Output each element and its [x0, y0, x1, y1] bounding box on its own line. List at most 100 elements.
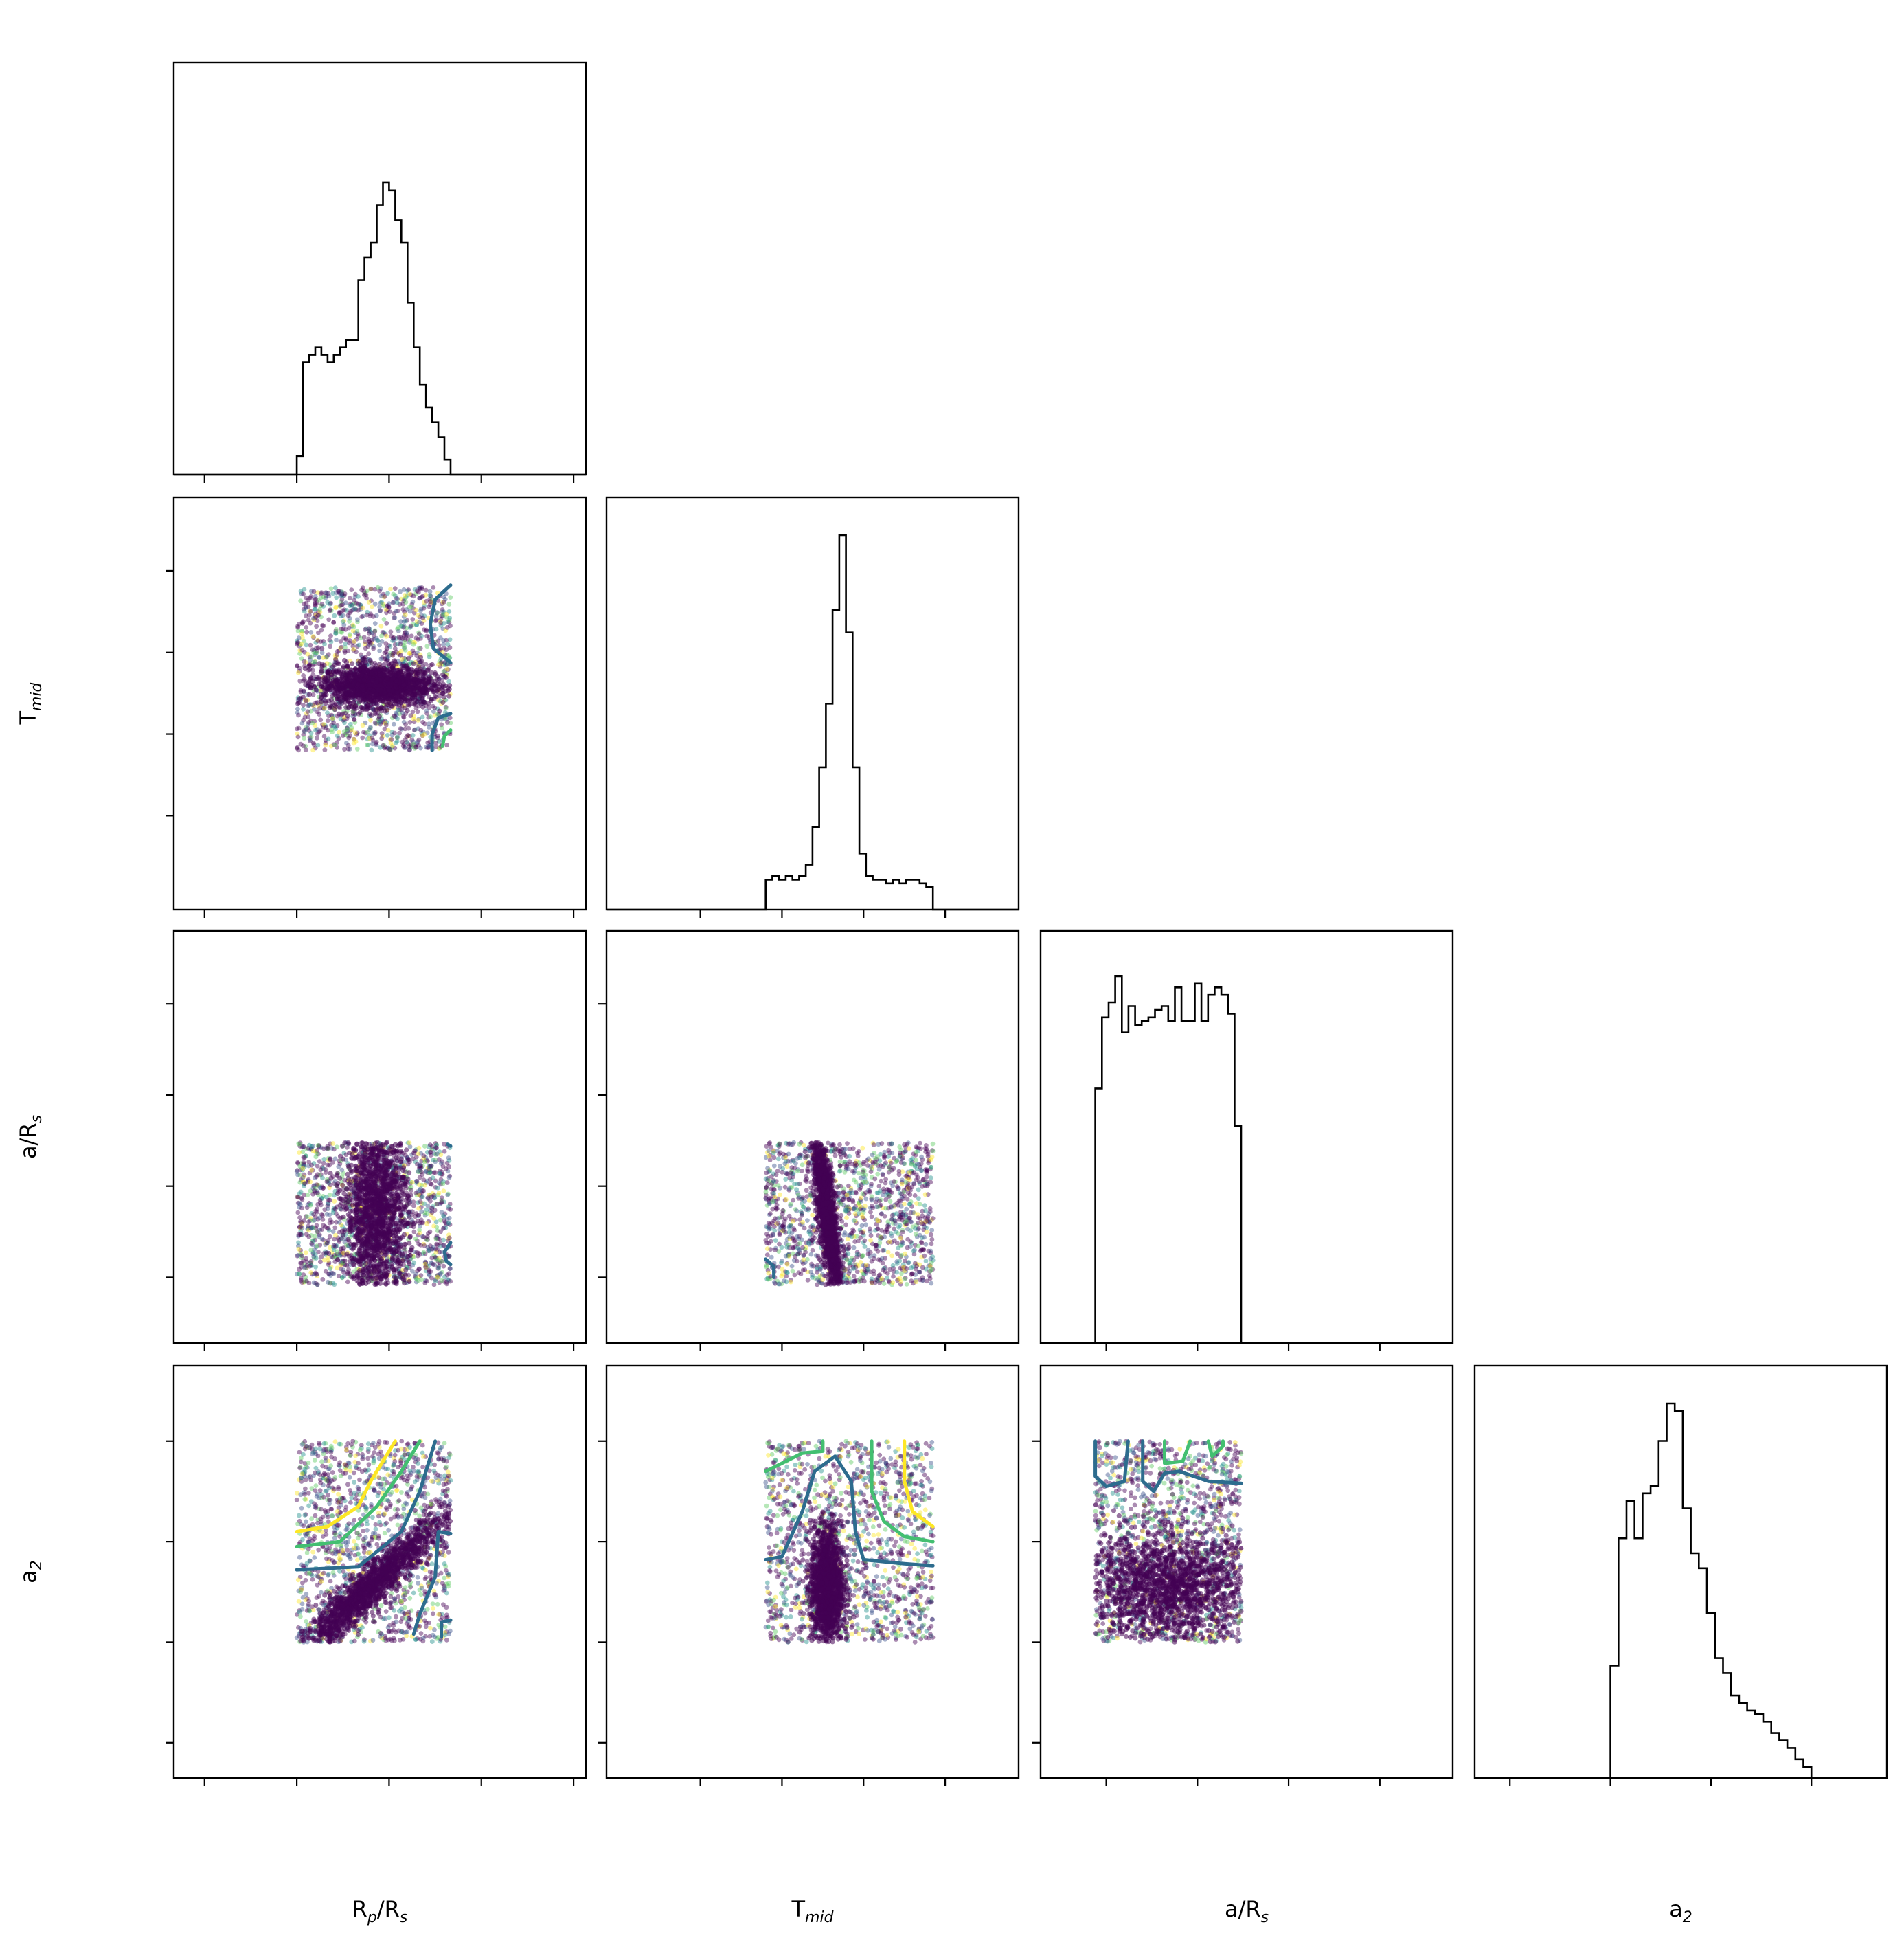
- scatter-point: [413, 1236, 418, 1241]
- scatter-point: [348, 633, 352, 639]
- scatter-point: [417, 1228, 422, 1232]
- scatter-point: [354, 746, 360, 752]
- scatter-point: [328, 1182, 333, 1188]
- scatter-point: [416, 646, 422, 651]
- scatter-point: [297, 621, 302, 627]
- scatter-point: [400, 714, 406, 719]
- scatter-point: [396, 624, 401, 630]
- scatter-point: [439, 1210, 444, 1215]
- scatter-point: [296, 635, 302, 640]
- scatter-point: [413, 1271, 418, 1276]
- scatter-point: [446, 1271, 452, 1276]
- scatter-point: [328, 644, 333, 649]
- scatter-point: [295, 700, 302, 706]
- scatter-point: [353, 703, 359, 708]
- scatter-point: [413, 743, 418, 748]
- scatter-point: [322, 747, 328, 752]
- scatter-point: [439, 1195, 444, 1200]
- scatter-point: [309, 1241, 314, 1246]
- scatter-point: [398, 653, 403, 658]
- scatter-point: [377, 648, 382, 653]
- scatter-point: [332, 662, 337, 668]
- scatter-point: [424, 708, 429, 713]
- scatter-point: [352, 730, 358, 736]
- scatter-point: [357, 710, 363, 715]
- scatter-point: [406, 656, 411, 662]
- scatter-point: [315, 1172, 320, 1177]
- scatter-point: [326, 736, 331, 742]
- scatter-point: [297, 1201, 302, 1206]
- scatter-point: [310, 634, 316, 639]
- scatter-point: [366, 697, 372, 702]
- scatter-point: [310, 663, 315, 668]
- scatter-point: [325, 718, 330, 723]
- scatter-point: [448, 1207, 453, 1212]
- scatter-point: [397, 602, 403, 607]
- scatter-point: [392, 713, 397, 719]
- scatter-point: [444, 625, 450, 630]
- scatter-point: [338, 593, 343, 598]
- scatter-point: [333, 631, 338, 636]
- scatter-point: [318, 1202, 324, 1208]
- scatter-point: [371, 636, 376, 642]
- scatter-point: [411, 728, 417, 733]
- scatter-point: [419, 685, 425, 690]
- scatter-point: [314, 651, 319, 655]
- scatter-point: [315, 638, 320, 643]
- scatter-point: [382, 650, 387, 655]
- scatter-point: [427, 1248, 432, 1254]
- scatter-point: [317, 712, 322, 717]
- scatter-point: [342, 747, 347, 752]
- scatter-point: [428, 1181, 433, 1186]
- scatter-point: [306, 618, 311, 623]
- scatter-point: [317, 1185, 323, 1190]
- scatter-point: [319, 646, 325, 651]
- scatter-point: [307, 612, 312, 618]
- scatter-point: [318, 1167, 324, 1173]
- scatter-point: [424, 598, 429, 604]
- scatter-point: [349, 587, 354, 592]
- scatter-point: [424, 730, 430, 736]
- scatter-point: [308, 1226, 314, 1231]
- scatter-point: [327, 1212, 332, 1217]
- scatter-point: [305, 651, 310, 657]
- scatter-point: [410, 599, 416, 605]
- scatter-point: [348, 733, 352, 738]
- scatter-point: [350, 677, 355, 683]
- scatter-point: [301, 673, 306, 678]
- scatter-point: [311, 1254, 317, 1259]
- scatter-point: [403, 664, 409, 669]
- scatter-point: [401, 619, 407, 624]
- scatter-point: [354, 732, 359, 737]
- scatter-point: [403, 600, 409, 605]
- scatter-point: [363, 701, 369, 706]
- scatter-point: [445, 720, 450, 725]
- scatter-point: [383, 641, 389, 646]
- scatter-point: [394, 695, 400, 700]
- scatter-point: [423, 587, 429, 593]
- scatter-point: [411, 717, 416, 722]
- scatter-point: [442, 1218, 446, 1223]
- scatter-point: [315, 1163, 320, 1169]
- scatter-point: [308, 677, 313, 682]
- scatter-point: [349, 661, 355, 666]
- scatter-point: [313, 596, 318, 602]
- scatter-point: [438, 1171, 443, 1176]
- scatter-point: [408, 713, 413, 719]
- scatter-point: [345, 728, 350, 734]
- scatter-point: [325, 1162, 330, 1168]
- scatter-point: [313, 640, 319, 645]
- scatter-point: [385, 667, 390, 673]
- scatter-point: [433, 639, 438, 644]
- scatter-point: [308, 595, 313, 600]
- scatter-point: [321, 706, 326, 712]
- scatter-point: [301, 703, 306, 708]
- scatter-point: [381, 734, 385, 739]
- scatter-point: [402, 696, 407, 701]
- scatter-point: [312, 1188, 317, 1193]
- scatter-point: [402, 596, 407, 602]
- scatter-point: [441, 594, 446, 600]
- scatter-point: [332, 613, 337, 618]
- scatter-point: [345, 613, 351, 618]
